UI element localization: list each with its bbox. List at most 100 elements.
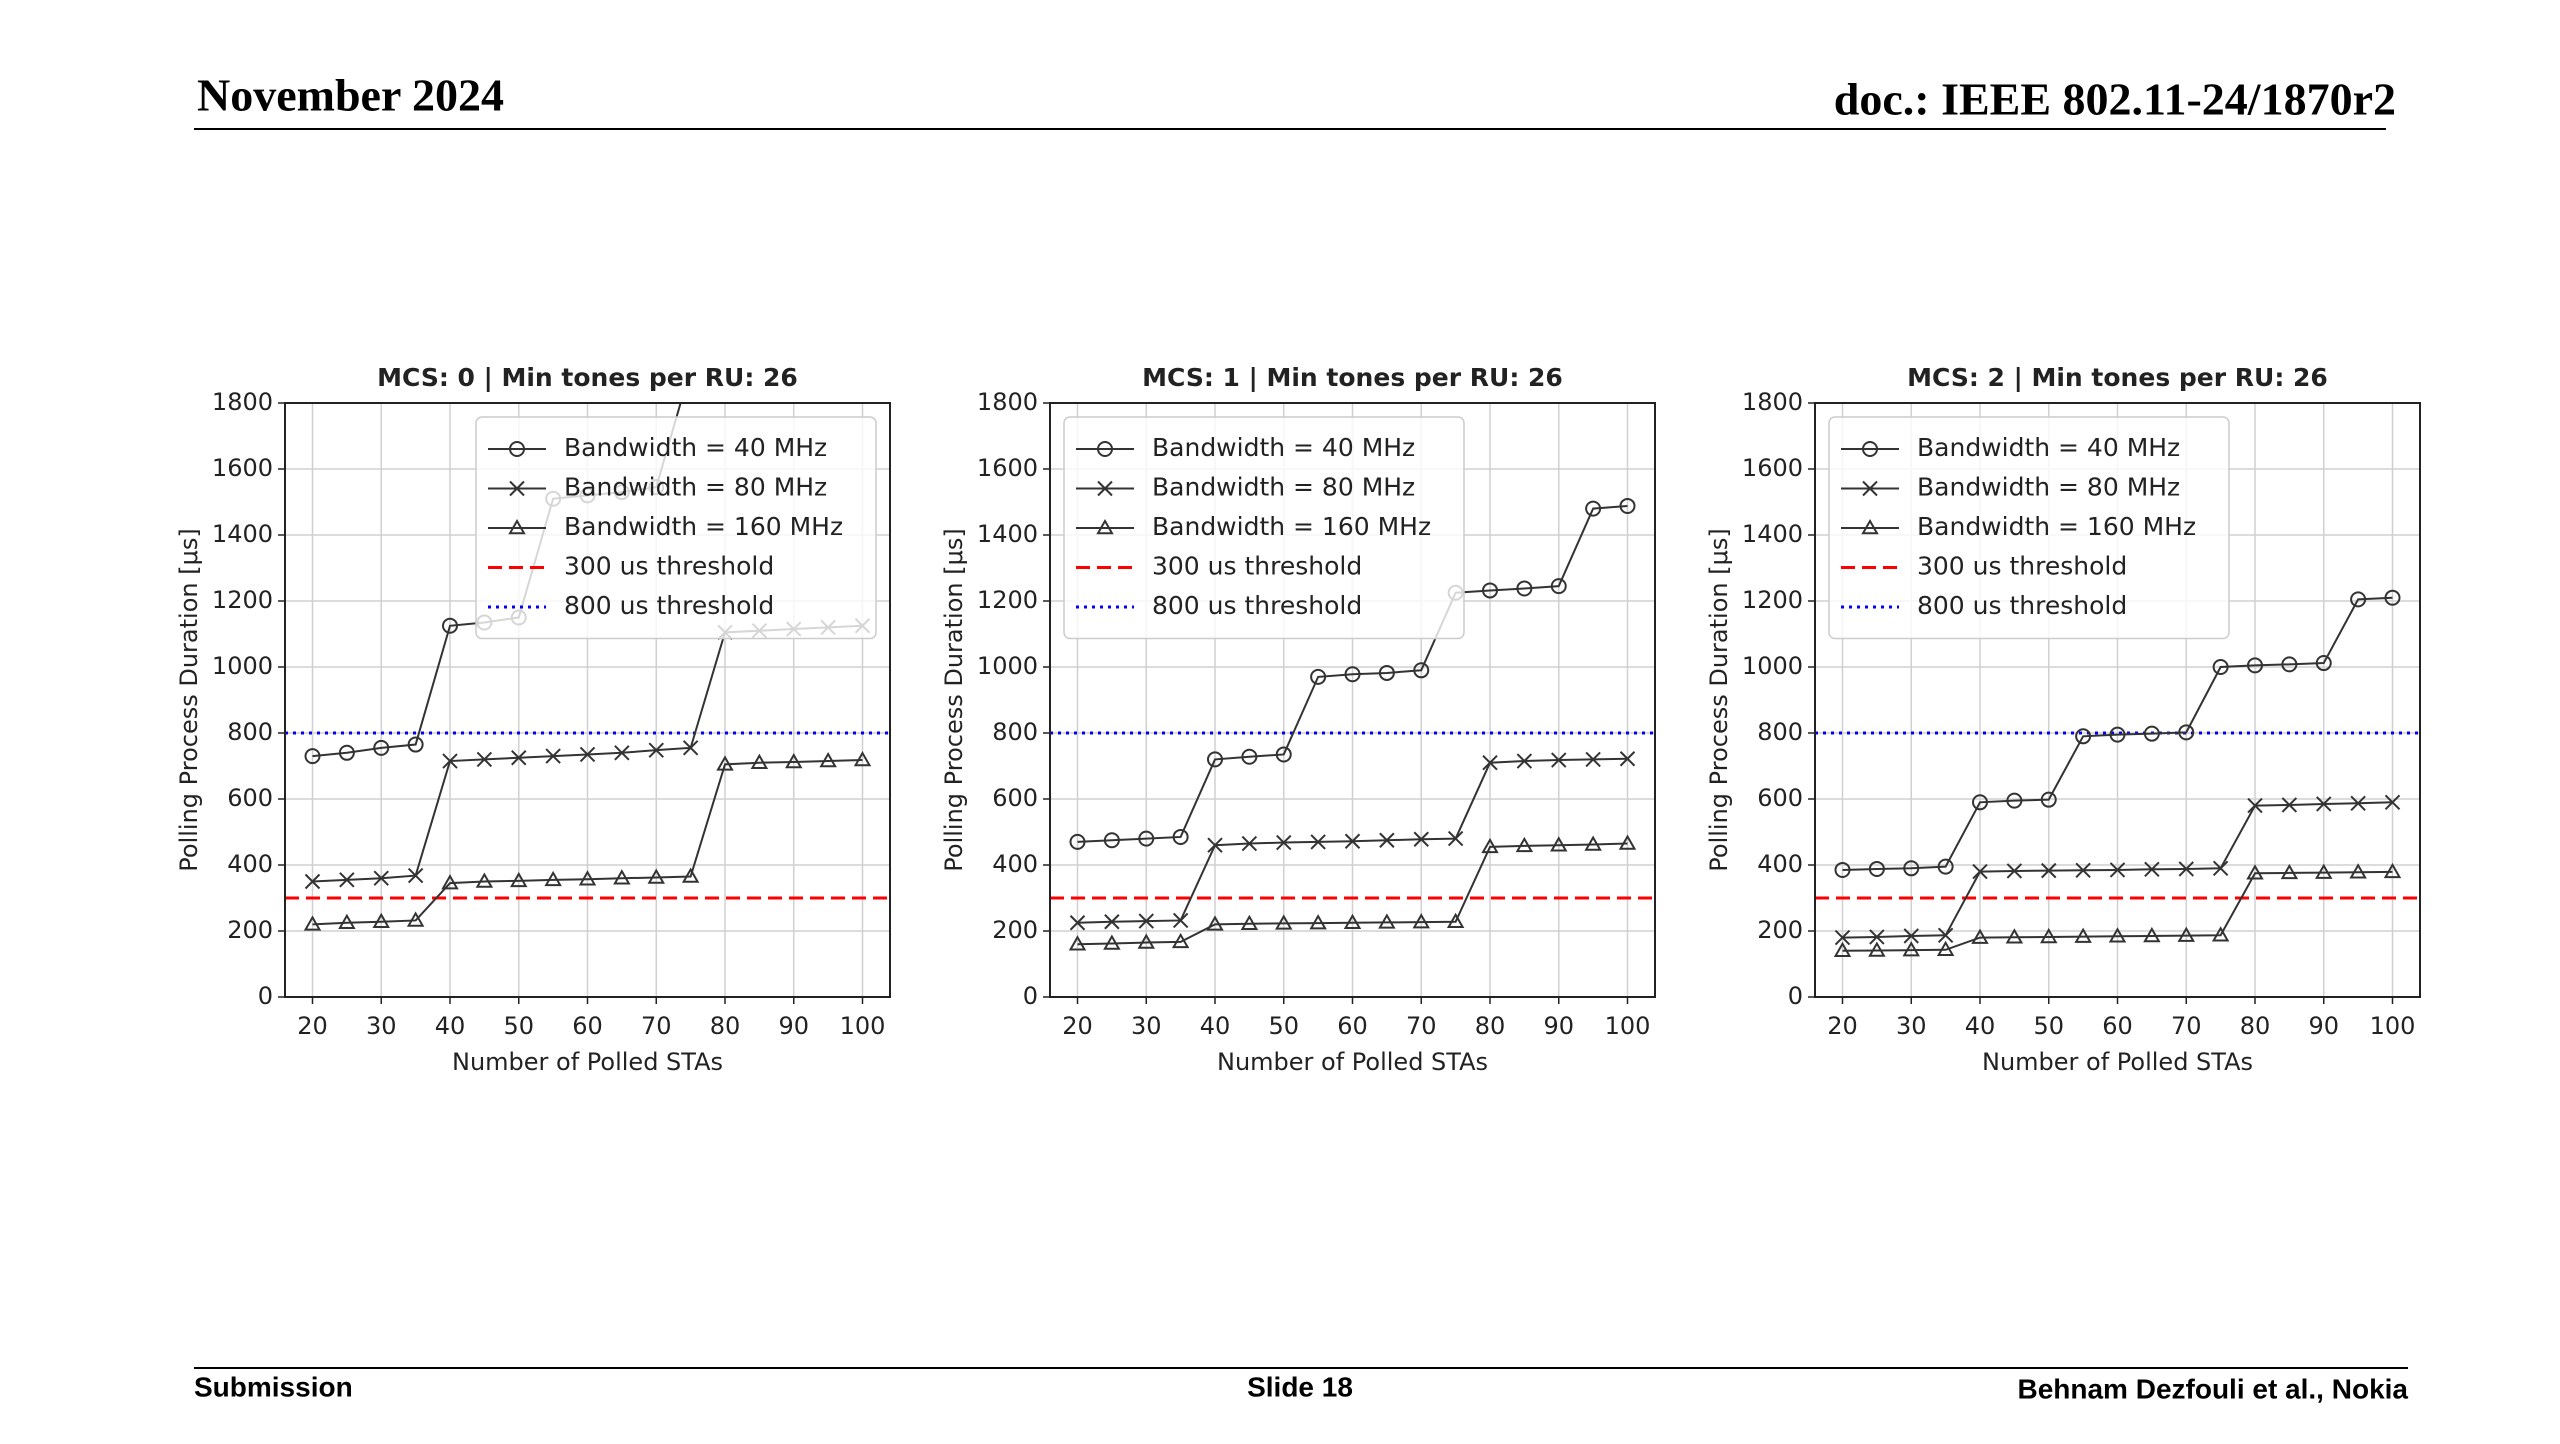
marker (545, 748, 561, 764)
marker (1482, 754, 1498, 771)
marker (1619, 497, 1636, 514)
x-tick-label: 50 (1268, 1012, 1299, 1040)
marker (2281, 797, 2298, 813)
marker (2247, 797, 2263, 814)
marker (1550, 836, 1568, 852)
y-tick-label: 800 (227, 718, 273, 746)
marker (511, 750, 527, 766)
y-tick-label: 400 (992, 850, 1038, 878)
marker (509, 480, 525, 497)
marker (2075, 728, 2092, 745)
marker (1834, 929, 1851, 946)
marker (476, 751, 493, 768)
marker (1481, 837, 1499, 854)
marker (1516, 753, 1533, 769)
marker (2041, 862, 2057, 879)
legend-label: Bandwidth = 160 MHz (1152, 512, 1431, 541)
marker (1138, 913, 1154, 929)
footer-left: Submission (194, 1371, 353, 1402)
y-tick-label: 600 (992, 784, 1038, 812)
y-axis-label: Polling Process Duration [μs] (940, 528, 968, 871)
x-tick-label: 80 (2240, 1012, 2271, 1040)
marker (1096, 518, 1114, 535)
plot-frame (284, 402, 891, 998)
marker (2315, 655, 2332, 672)
x-tick-label: 90 (1543, 1012, 1574, 1040)
marker (2350, 795, 2366, 811)
x-tick-label: 60 (1337, 1012, 1368, 1040)
marker (1275, 746, 1292, 763)
marker (1862, 480, 1878, 497)
marker (509, 441, 525, 457)
marker (1585, 751, 1601, 768)
marker (1584, 835, 1602, 851)
marker (1585, 500, 1602, 517)
marker (442, 753, 458, 769)
legend: Bandwidth = 40 MHz Bandwidth = 80 MHz Band… (475, 416, 877, 640)
marker (1902, 941, 1920, 957)
x-tick-label: 50 (503, 1012, 534, 1040)
marker (1344, 833, 1361, 849)
plot-frame (1814, 402, 2421, 998)
header-doc: doc.: IEEE 802.11-24/1870r2 (1834, 74, 2396, 125)
legend-label: 800 us threshold (1152, 591, 1362, 620)
marker (2212, 659, 2229, 675)
marker (304, 748, 321, 765)
marker (407, 736, 424, 753)
marker (681, 867, 700, 883)
marker (1937, 858, 1954, 875)
marker (508, 518, 526, 535)
marker (2074, 927, 2092, 943)
marker (373, 739, 390, 756)
marker (1936, 940, 1955, 957)
y-tick-label: 1000 (977, 652, 1038, 680)
marker (1068, 935, 1087, 951)
marker (1903, 928, 1919, 944)
y-tick-label: 1200 (212, 586, 273, 614)
marker (2384, 794, 2401, 811)
marker (1972, 794, 1988, 811)
y-tick-label: 200 (1757, 916, 1803, 944)
y-tick-label: 600 (1757, 784, 1803, 812)
marker (1138, 830, 1155, 847)
marker (1550, 578, 1567, 595)
legend-label: 300 us threshold (1917, 552, 2127, 581)
marker (2005, 928, 2024, 944)
x-tick-label: 40 (1200, 1012, 1231, 1040)
x-tick-label: 20 (1062, 1012, 1093, 1040)
y-tick-label: 800 (992, 718, 1038, 746)
marker (1903, 860, 1920, 877)
y-tick-label: 1000 (212, 652, 273, 680)
y-tick-label: 1800 (212, 388, 273, 416)
plot-area (285, 403, 890, 931)
chart-title: MCS: 2 | Min tones per RU: 26 (1907, 363, 2328, 392)
marker (2108, 927, 2127, 943)
legend-label: Bandwidth = 40 MHz (1152, 433, 1415, 462)
legend-box (1828, 416, 2230, 640)
marker (2178, 861, 2194, 877)
x-tick-label: 70 (641, 1012, 672, 1040)
marker (716, 755, 734, 771)
x-tick-label: 40 (435, 1012, 466, 1040)
y-tick-label: 0 (258, 982, 273, 1010)
marker (750, 753, 769, 769)
y-tick-label: 1800 (977, 388, 1038, 416)
legend-box (475, 416, 877, 640)
legend-label: Bandwidth = 80 MHz (564, 473, 827, 502)
series-line (1077, 842, 1628, 946)
x-tick-label: 70 (2171, 1012, 2202, 1040)
x-tick-label: 100 (1605, 1012, 1651, 1040)
marker (1343, 913, 1362, 929)
y-tick-label: 400 (227, 850, 273, 878)
legend-label: 800 us threshold (564, 591, 774, 620)
marker (338, 744, 355, 761)
y-tick-label: 1600 (1742, 454, 1803, 482)
marker (1378, 913, 1396, 929)
marker (1069, 833, 1086, 850)
marker (1097, 441, 1113, 457)
legend-label: Bandwidth = 40 MHz (564, 433, 827, 462)
plot-area (1815, 589, 2420, 958)
marker (647, 868, 665, 884)
